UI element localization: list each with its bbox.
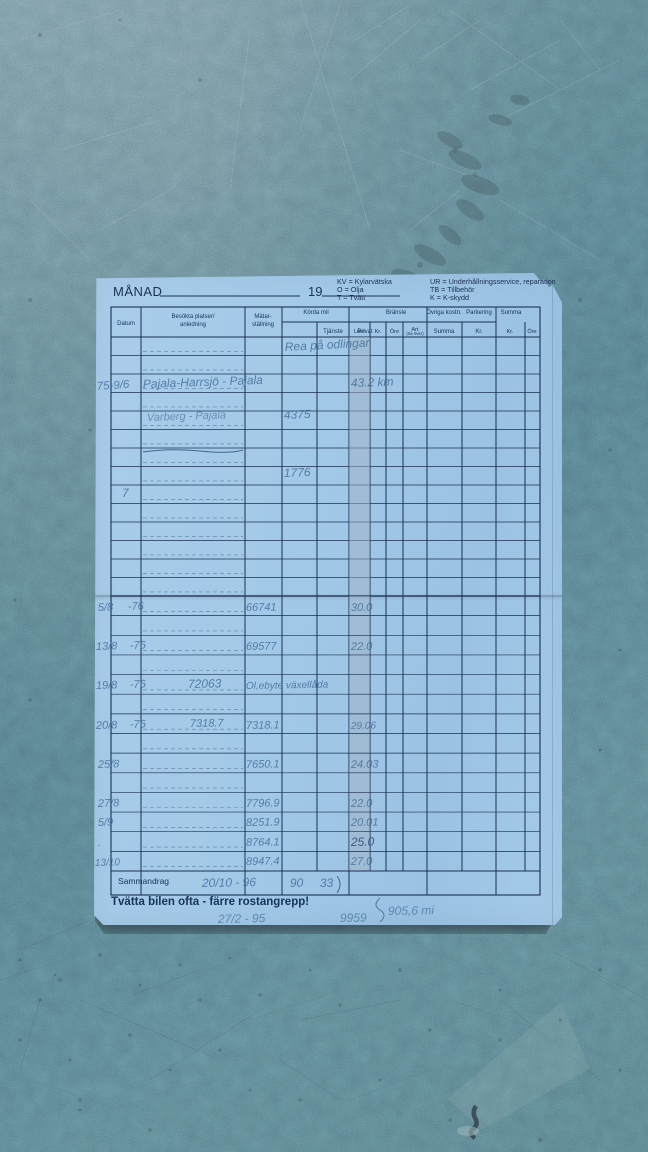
- svg-text:22.0: 22.0: [350, 798, 373, 810]
- svg-text:7: 7: [122, 486, 130, 500]
- svg-text:Öre: Öre: [527, 328, 536, 335]
- svg-text:9959: 9959: [340, 911, 367, 925]
- svg-text:24.03: 24.03: [350, 759, 380, 772]
- svg-text:20/10 - 96: 20/10 - 96: [201, 875, 257, 890]
- svg-text:27/8: 27/8: [97, 797, 121, 810]
- svg-text:66741: 66741: [246, 601, 277, 614]
- svg-text:69577: 69577: [246, 640, 278, 653]
- svg-text:-76: -76: [130, 639, 147, 652]
- svg-text:MÅNAD: MÅNAD: [113, 284, 162, 299]
- svg-text:7796.9: 7796.9: [246, 797, 280, 810]
- svg-text:27/2 - 95: 27/2 - 95: [217, 911, 266, 926]
- svg-text:19: 19: [308, 284, 322, 299]
- svg-text:K = K-skydd: K = K-skydd: [430, 293, 469, 302]
- svg-text:Bränsle: Bränsle: [386, 310, 407, 316]
- svg-text:7650.1: 7650.1: [246, 758, 280, 771]
- svg-text:.: .: [98, 837, 101, 849]
- svg-text:Kr.: Kr.: [375, 329, 382, 335]
- svg-text:Besökta platser/: Besökta platser/: [171, 314, 214, 320]
- svg-text:Körda mil: Körda mil: [303, 310, 328, 316]
- svg-text:90: 90: [290, 876, 304, 890]
- svg-text:T = Tvätt: T = Tvätt: [337, 293, 365, 302]
- svg-text:25.0: 25.0: [350, 835, 375, 849]
- svg-text:905,6 mi: 905,6 mi: [388, 903, 435, 918]
- svg-text:8947.4: 8947.4: [246, 855, 280, 868]
- svg-text:22.0: 22.0: [350, 641, 373, 653]
- svg-text:Sammandrag: Sammandrag: [118, 876, 169, 886]
- svg-text:29.06: 29.06: [350, 721, 377, 732]
- svg-text:43.2 km: 43.2 km: [351, 375, 394, 390]
- svg-text:Mätar-: Mätar-: [254, 314, 271, 320]
- svg-text:19/8: 19/8: [96, 679, 119, 692]
- svg-text:5/8: 5/8: [98, 601, 115, 614]
- svg-text:1776: 1776: [284, 465, 311, 480]
- svg-text:27.0: 27.0: [350, 856, 373, 868]
- svg-text:-76: -76: [130, 718, 147, 731]
- svg-text:25/8: 25/8: [97, 758, 121, 771]
- svg-text:Summa: Summa: [501, 310, 522, 316]
- svg-text:20.01: 20.01: [350, 817, 379, 829]
- svg-text:33: 33: [320, 876, 334, 890]
- svg-text:5/9: 5/9: [98, 816, 114, 829]
- svg-text:13/10: 13/10: [95, 857, 121, 869]
- svg-text:Öre: Öre: [390, 328, 399, 335]
- svg-text:20/8: 20/8: [95, 719, 119, 732]
- svg-text:Liter: Liter: [354, 329, 365, 335]
- svg-text:8251.9: 8251.9: [246, 816, 280, 829]
- svg-text:(Se över): (Se över): [406, 331, 424, 336]
- svg-text:ställning: ställning: [252, 322, 274, 328]
- svg-text:72063: 72063: [188, 676, 222, 691]
- svg-text:Varberg - Pajala: Varberg - Pajala: [147, 409, 226, 424]
- svg-text:13/8: 13/8: [96, 640, 119, 653]
- svg-text:-76: -76: [130, 678, 147, 691]
- svg-text:Parkering: Parkering: [466, 310, 492, 316]
- svg-text:Tvätta bilen ofta - färre rost: Tvätta bilen ofta - färre rostangrepp!: [111, 896, 309, 908]
- svg-text:Kr.: Kr.: [507, 329, 514, 335]
- svg-text:Datum: Datum: [117, 321, 135, 327]
- svg-text:4375: 4375: [284, 407, 311, 422]
- svg-text:anledning: anledning: [180, 322, 206, 328]
- svg-text:7318.1: 7318.1: [246, 719, 280, 732]
- svg-text:Ol,ebyte växellåda: Ol,ebyte växellåda: [246, 679, 329, 692]
- svg-text:-76: -76: [128, 600, 145, 613]
- svg-text:8764.1: 8764.1: [246, 836, 280, 849]
- svg-text:Kr.: Kr.: [475, 329, 483, 335]
- svg-text:30.0: 30.0: [351, 602, 373, 614]
- svg-text:75-9/6: 75-9/6: [96, 379, 130, 393]
- svg-text:Övriga kostn.: Övriga kostn.: [426, 309, 462, 316]
- svg-text:7318.7: 7318.7: [190, 717, 225, 730]
- svg-text:Summa: Summa: [434, 329, 455, 335]
- svg-text:Tjänste: Tjänste: [323, 329, 343, 335]
